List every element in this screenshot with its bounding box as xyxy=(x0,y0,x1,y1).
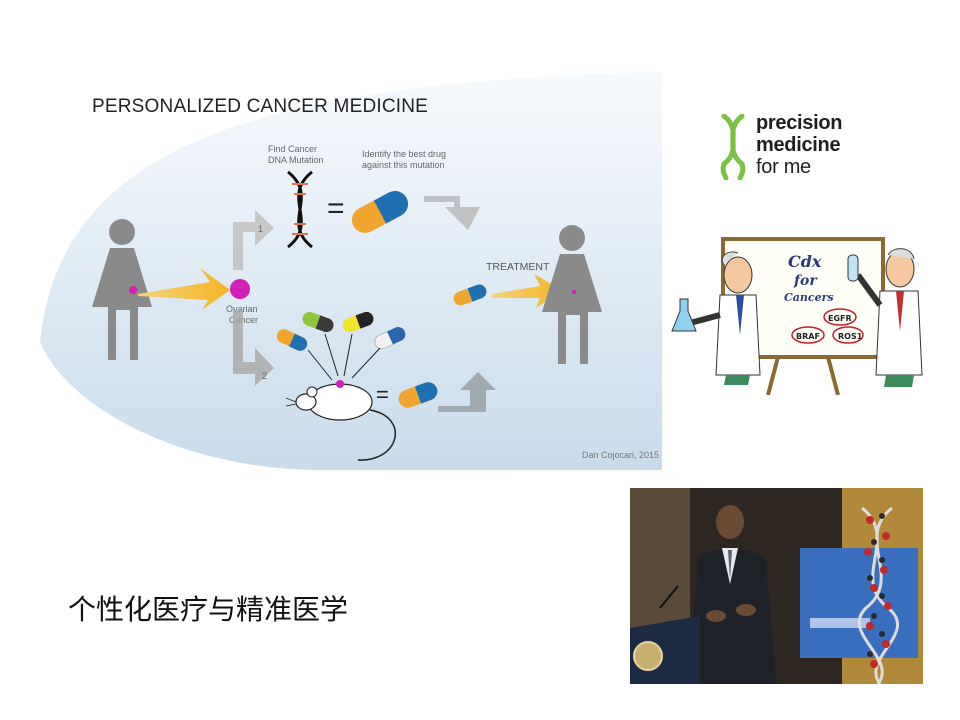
precision-medicine-logo: precision medicine for me xyxy=(720,112,880,184)
ovarian-cancer-dot-icon xyxy=(230,279,250,299)
treatment-label: TREATMENT xyxy=(486,261,550,273)
dna-helix-icon xyxy=(287,170,313,249)
scientist-right-icon xyxy=(847,248,923,387)
capsule-pill-icon xyxy=(351,191,409,233)
tumor-dot-icon xyxy=(129,286,137,294)
slide-caption: 个性化医疗与精准医学 xyxy=(68,593,349,626)
infographic-background xyxy=(40,72,662,470)
equals-sign-1: = xyxy=(327,192,345,225)
ovarian-label-1: Ovarian xyxy=(226,304,258,314)
background-screen xyxy=(800,548,918,658)
personalized-medicine-infographic: PERSONALIZED CANCER MEDICINE Ovarian Can… xyxy=(40,72,662,470)
gray-arrow-up-icon xyxy=(233,210,274,270)
gray-arrow-up-right-icon xyxy=(438,372,496,412)
gene-braf: BRAF xyxy=(796,332,820,341)
gene-egfr: EGFR xyxy=(828,314,852,323)
press-conference-photo xyxy=(630,488,923,684)
pill-yellow-icon xyxy=(342,311,374,333)
gene-ros1: ROS1 xyxy=(838,332,863,341)
pill-white-icon xyxy=(374,326,406,350)
gray-arrow-right-icon xyxy=(424,196,480,230)
gray-arrow-down-icon xyxy=(233,310,274,386)
credit-text: Dan Cojocari, 2015 xyxy=(582,450,659,460)
equals-sign-2: = xyxy=(376,382,389,407)
woman-figure-icon xyxy=(92,219,152,360)
board-title-line-1: Cdx xyxy=(788,252,822,271)
dna-model-icon xyxy=(857,506,899,684)
find-mutation-label-1: Find Cancer xyxy=(268,144,317,154)
pill-green-icon xyxy=(302,311,334,333)
find-mutation-label-2: DNA Mutation xyxy=(268,155,324,165)
board-title-line-3: Cancers xyxy=(784,291,834,304)
infographic-title: PERSONALIZED CANCER MEDICINE xyxy=(92,96,428,117)
cdx-cartoon-image: Cdx for Cancers EGFR BRAF ROS1 xyxy=(668,235,926,396)
treated-woman-figure-icon xyxy=(542,225,602,364)
step-1-label: 1 xyxy=(258,224,263,234)
scientist-left-icon xyxy=(671,251,761,385)
dna-logo-icon xyxy=(720,114,746,180)
speaker-figure xyxy=(688,505,776,684)
logo-line-1: precision xyxy=(756,112,843,134)
yellow-arrow-icon xyxy=(138,268,230,310)
presidential-seal-icon xyxy=(633,641,663,671)
logo-line-3: for me xyxy=(756,156,811,178)
logo-line-2: medicine xyxy=(756,134,841,156)
identify-drug-label-2: against this mutation xyxy=(362,160,445,170)
identify-drug-label-1: Identify the best drug xyxy=(362,149,446,159)
pill-orange-blue-icon xyxy=(276,329,308,351)
mouse-icon xyxy=(285,380,397,461)
treatment-yellow-arrow-icon xyxy=(492,274,562,308)
treatment-capsule-icon xyxy=(453,284,487,306)
step-2-label: 2 xyxy=(262,371,267,381)
ovarian-label-2: Cancer xyxy=(229,315,258,325)
board-title-line-2: for xyxy=(793,273,818,289)
result-capsule-icon xyxy=(398,382,438,408)
